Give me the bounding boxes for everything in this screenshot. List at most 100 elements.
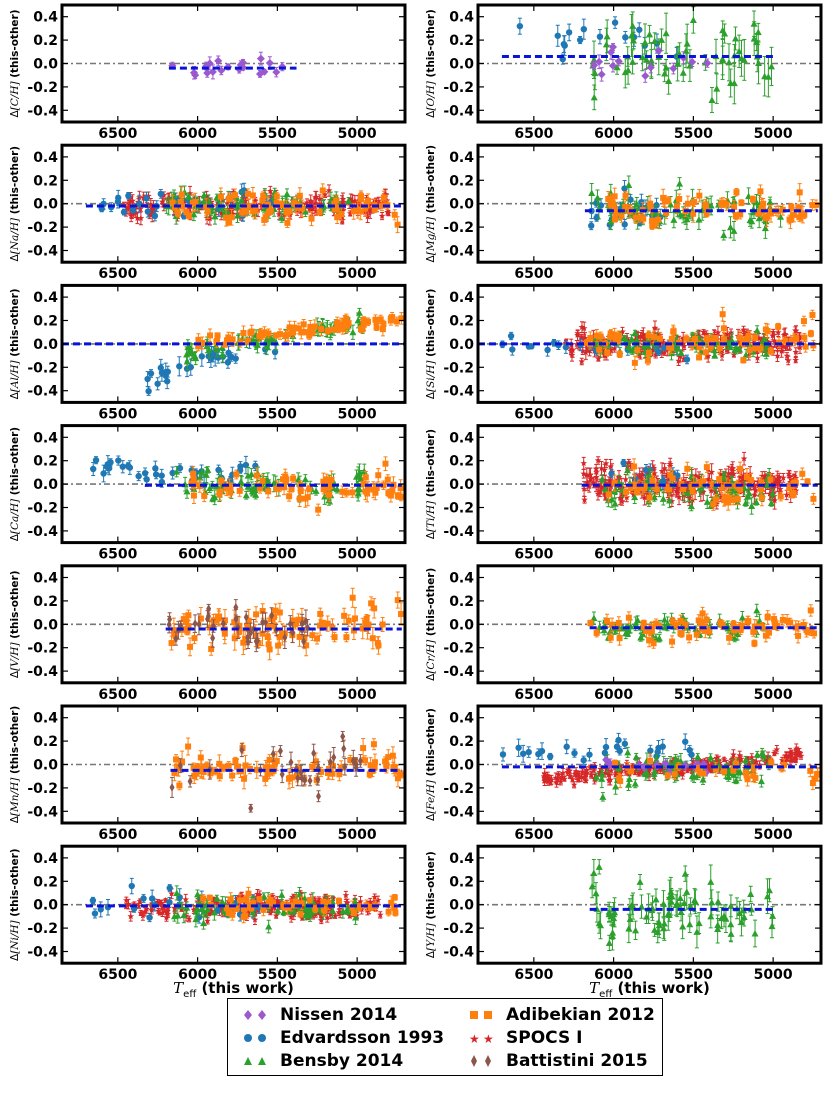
data-point-adib bbox=[628, 768, 635, 775]
data-point-bensby bbox=[751, 919, 759, 948]
data-point-bensby bbox=[681, 865, 689, 882]
data-point-adib bbox=[640, 619, 647, 635]
data-point-adib bbox=[597, 331, 604, 342]
data-point-adib bbox=[253, 606, 260, 623]
data-point-batt bbox=[299, 769, 305, 787]
data-point-spocs bbox=[754, 352, 761, 363]
data-point-adib bbox=[240, 325, 247, 341]
data-point-batt bbox=[342, 758, 348, 776]
data-point-adib bbox=[292, 619, 299, 630]
data-point-adib bbox=[700, 770, 707, 777]
data-point-adib bbox=[645, 349, 652, 357]
x-tick-label-5000: 5000 bbox=[754, 827, 793, 843]
y-tick-label: -0.2 bbox=[443, 921, 474, 937]
y-tick-label: 0.2 bbox=[449, 594, 474, 610]
data-point-spocs bbox=[156, 909, 163, 916]
data-point-batt bbox=[282, 626, 288, 649]
data-point-bensby bbox=[660, 917, 668, 940]
x-tick-label-5000: 5000 bbox=[338, 687, 377, 703]
data-point-adib bbox=[183, 614, 190, 628]
data-point-bensby bbox=[658, 28, 666, 52]
data-point-bensby bbox=[688, 770, 696, 782]
data-point-bensby bbox=[590, 859, 598, 887]
data-point-spocs bbox=[578, 772, 585, 782]
y-tick-label: -0.4 bbox=[443, 384, 474, 400]
data-point-bensby bbox=[676, 177, 684, 191]
plot-area-Y bbox=[478, 859, 821, 952]
y-tick-label: 0.2 bbox=[449, 874, 474, 890]
data-point-adib bbox=[393, 316, 400, 327]
data-point-adib bbox=[338, 760, 345, 775]
plot-area-Al bbox=[62, 307, 405, 396]
data-point-adib bbox=[360, 477, 367, 491]
y-tick-label: 0.4 bbox=[33, 150, 58, 166]
plot-area-Na bbox=[62, 182, 405, 234]
data-point-bensby bbox=[676, 888, 684, 908]
data-point-spocs bbox=[125, 898, 132, 910]
y-tick-label: -0.2 bbox=[27, 641, 58, 657]
data-point-adib bbox=[276, 602, 283, 623]
x-tick-label-5500: 5500 bbox=[258, 126, 297, 142]
data-point-adib bbox=[749, 195, 756, 204]
data-point-adib bbox=[710, 497, 717, 511]
data-point-edv bbox=[682, 733, 689, 751]
data-point-adib bbox=[671, 768, 678, 780]
data-point-batt bbox=[341, 739, 347, 758]
x-tick-label-6000: 6000 bbox=[594, 827, 633, 843]
data-point-bensby bbox=[648, 902, 656, 918]
data-point-bensby bbox=[641, 23, 649, 62]
data-point-adib bbox=[265, 617, 272, 635]
data-point-adib bbox=[200, 894, 207, 904]
y-tick-label: 0.0 bbox=[33, 197, 58, 213]
legend-marker-spocs-icon: ★ ★ bbox=[469, 1032, 494, 1045]
x-tick-label-5000: 5000 bbox=[338, 406, 377, 422]
data-point-bensby bbox=[611, 497, 619, 511]
y-axis-label-Si: Δ[Si/H] (this-other) bbox=[425, 289, 437, 400]
data-point-spocs bbox=[185, 915, 193, 923]
legend-item-bensby: Bensby 2014 bbox=[240, 1050, 403, 1072]
y-tick-label: 0.4 bbox=[33, 571, 58, 587]
data-point-edv bbox=[507, 331, 515, 341]
data-point-adib bbox=[373, 323, 380, 331]
data-point-adib bbox=[646, 492, 653, 504]
data-point-bensby bbox=[703, 494, 711, 509]
data-point-adib bbox=[623, 486, 630, 497]
data-point-bensby bbox=[727, 216, 735, 239]
data-point-edv bbox=[166, 884, 173, 892]
data-point-bensby bbox=[200, 191, 208, 199]
data-point-adib bbox=[225, 761, 232, 771]
data-point-bensby bbox=[185, 193, 193, 201]
data-point-adib bbox=[334, 210, 341, 224]
legend-item-adibekian: Adibekian 2012 bbox=[466, 1004, 655, 1026]
data-point-bensby bbox=[598, 474, 606, 484]
y-axis-label-Fe: Δ[Fe/H] (this-other) bbox=[425, 708, 437, 821]
data-point-batt bbox=[206, 603, 212, 614]
data-point-adib bbox=[349, 900, 356, 915]
y-tick-label: -0.4 bbox=[443, 524, 474, 540]
data-point-spocs bbox=[378, 212, 386, 221]
data-point-adib bbox=[759, 622, 766, 631]
panel-Mg: 6500 6000 5500 5000 0.4 0.2 0.0 -0.2 -0.4 Δ[Mg/H]… bbox=[425, 143, 823, 282]
data-point-bensby bbox=[629, 892, 637, 920]
panel-Al: 6500 6000 5500 5000 0.4 0.2 0.0 -0.2 -0.4 Δ[Al/H]… bbox=[9, 283, 407, 422]
x-tick-label-6500: 6500 bbox=[98, 827, 137, 843]
y-axis-label-Na: Δ[Na/H] (this-other) bbox=[9, 146, 21, 262]
data-point-adib bbox=[286, 490, 293, 502]
data-point-adib bbox=[661, 195, 668, 208]
data-point-bensby bbox=[628, 14, 636, 57]
x-tick-label-5000: 5000 bbox=[754, 266, 793, 282]
data-point-adib bbox=[380, 480, 387, 491]
data-point-adib bbox=[223, 208, 230, 227]
data-point-adib bbox=[315, 503, 322, 516]
y-tick-label: 0.2 bbox=[33, 874, 58, 890]
data-point-bensby bbox=[638, 894, 646, 919]
data-point-adib bbox=[187, 637, 194, 657]
data-point-adib bbox=[284, 900, 291, 915]
data-point-bensby bbox=[708, 86, 716, 113]
data-point-adib bbox=[611, 327, 618, 342]
data-point-adib bbox=[208, 642, 215, 656]
y-tick-label: 0.2 bbox=[33, 314, 58, 330]
data-point-edv bbox=[128, 877, 135, 895]
panel-Si: 6500 6000 5500 5000 0.4 0.2 0.0 -0.2 -0.4 Δ[Si/H]… bbox=[425, 283, 823, 422]
data-point-adib bbox=[394, 591, 401, 609]
